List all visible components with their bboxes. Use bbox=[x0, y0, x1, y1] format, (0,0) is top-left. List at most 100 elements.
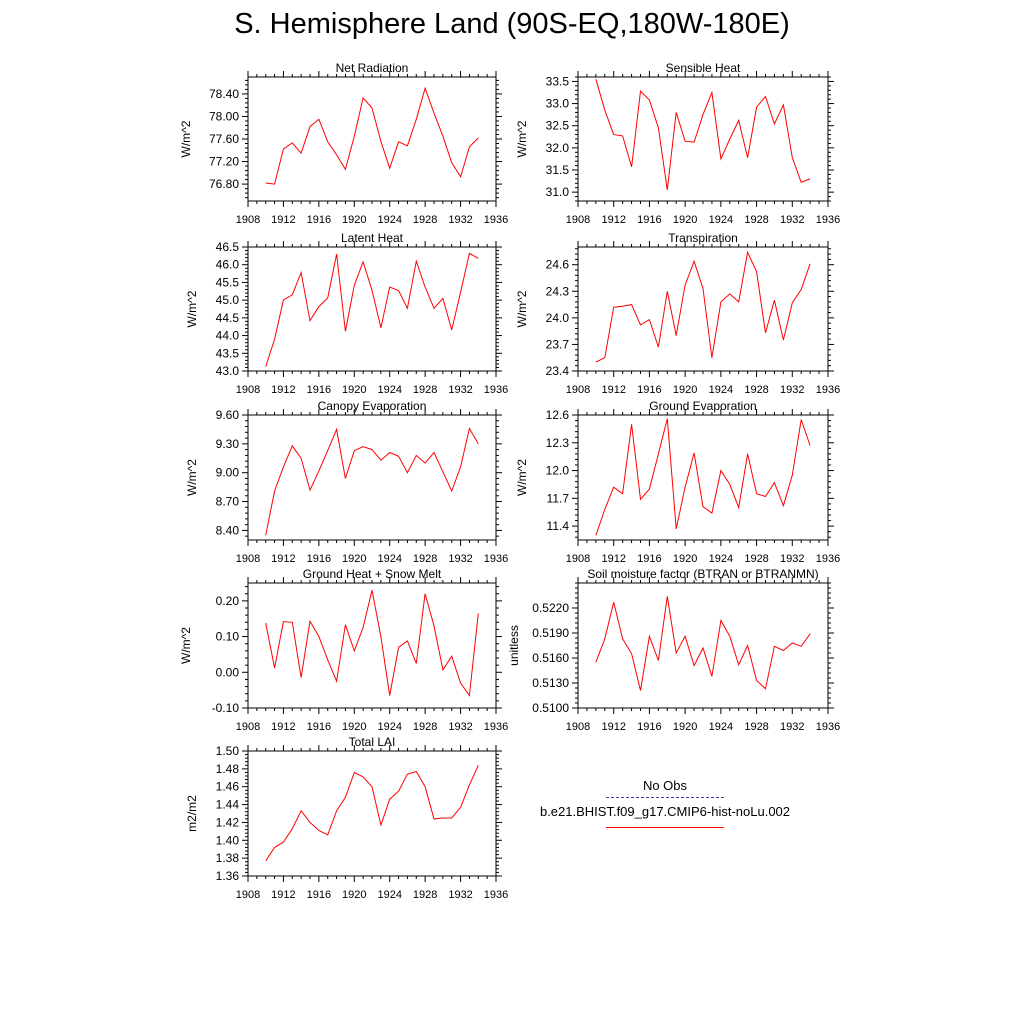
y-tick-label: 9.60 bbox=[216, 408, 240, 422]
y-tick-label: 1.48 bbox=[216, 762, 240, 776]
y-tick-label: 43.5 bbox=[216, 346, 240, 360]
x-tick-label: 1920 bbox=[673, 214, 697, 226]
y-tick-label: 77.60 bbox=[209, 132, 239, 146]
y-tick-label: 1.38 bbox=[216, 851, 240, 865]
x-tick-label: 1912 bbox=[601, 384, 625, 396]
panel-transpiration: Transpiration 1908 1912 1916 1920 1924 1928 193… bbox=[515, 231, 840, 396]
y-tick-label: 0.5160 bbox=[532, 651, 569, 665]
y-tick-label: 0.5220 bbox=[532, 601, 569, 615]
y-tick-label: 44.5 bbox=[216, 311, 240, 325]
y-tick-label: 44.0 bbox=[216, 329, 240, 343]
x-tick-label: 1912 bbox=[271, 384, 295, 396]
series-line-transpiration bbox=[595, 250, 811, 363]
y-tick-label: 0.5130 bbox=[532, 676, 569, 690]
panel-title: Transpiration bbox=[668, 231, 738, 245]
legend-swatch-model bbox=[606, 827, 724, 828]
y-tick-label: 77.20 bbox=[209, 155, 239, 169]
x-tick-label: 1932 bbox=[780, 214, 804, 226]
plot-frame bbox=[577, 582, 829, 709]
legend-swatch-obs bbox=[606, 797, 724, 798]
y-tick-label: 9.00 bbox=[216, 466, 240, 480]
plot-frame bbox=[247, 414, 497, 541]
y-axis-label: W/m^2 bbox=[179, 120, 193, 157]
x-tick-label: 1936 bbox=[484, 384, 508, 396]
x-tick-label: 1912 bbox=[271, 553, 295, 565]
y-tick-label: 78.00 bbox=[209, 109, 239, 123]
plot-frame bbox=[247, 246, 497, 372]
y-tick-label: 24.3 bbox=[546, 284, 570, 298]
y-axis-label: W/m^2 bbox=[179, 627, 193, 664]
panel-total-lai: Total LAI 1908 1912 1916 1920 1924 1928 1932 193… bbox=[185, 735, 508, 901]
figure-title: S. Hemisphere Land (90S-EQ,180W-180E) bbox=[234, 8, 790, 40]
x-tick-label: 1936 bbox=[816, 214, 840, 226]
x-tick-label: 1920 bbox=[342, 721, 366, 733]
x-tick-label: 1908 bbox=[236, 553, 260, 565]
series-line-soil-moisture-factor-btran-or-btranmn bbox=[595, 596, 811, 691]
x-tick-label: 1916 bbox=[637, 384, 661, 396]
x-tick-label: 1920 bbox=[342, 553, 366, 565]
plot-frame bbox=[247, 582, 497, 709]
panel-net-radiation: Net Radiation 1908 1912 1916 1920 1924 1928 193… bbox=[179, 61, 508, 226]
y-tick-label: 45.5 bbox=[216, 275, 240, 289]
x-tick-label: 1928 bbox=[744, 214, 768, 226]
x-tick-label: 1936 bbox=[484, 553, 508, 565]
x-tick-label: 1928 bbox=[413, 214, 437, 226]
panel-title: Sensible Heat bbox=[666, 61, 741, 75]
plot-frame bbox=[247, 750, 497, 877]
series-line-canopy-evaporation bbox=[265, 427, 479, 536]
x-tick-label: 1924 bbox=[377, 553, 401, 565]
x-tick-label: 1928 bbox=[413, 384, 437, 396]
y-axis-label: W/m^2 bbox=[185, 459, 199, 496]
x-tick-label: 1908 bbox=[236, 214, 260, 226]
y-axis-label: W/m^2 bbox=[515, 459, 529, 496]
panel-canopy-evaporation: Canopy Evaporation 1908 1912 1916 1920 1924 19… bbox=[185, 399, 508, 565]
y-axis-label: W/m^2 bbox=[515, 290, 529, 327]
x-tick-label: 1912 bbox=[271, 721, 295, 733]
panel-title: Latent Heat bbox=[341, 231, 404, 245]
panel-title: Canopy Evaporation bbox=[318, 399, 427, 413]
y-tick-label: 46.0 bbox=[216, 258, 240, 272]
x-tick-label: 1912 bbox=[601, 214, 625, 226]
y-axis-label: W/m^2 bbox=[185, 290, 199, 327]
y-tick-label: 32.5 bbox=[546, 119, 570, 133]
series-line-net-radiation bbox=[265, 86, 479, 185]
legend: No Obs b.e21.BHIST.f09_g17.CMIP6-hist-no… bbox=[530, 778, 800, 832]
x-tick-label: 1912 bbox=[601, 721, 625, 733]
x-tick-label: 1912 bbox=[271, 214, 295, 226]
y-tick-label: 1.36 bbox=[216, 869, 240, 883]
x-tick-label: 1928 bbox=[413, 721, 437, 733]
panel-ground-evaporation: Ground Evaporation 1908 1912 1916 1920 1924 19… bbox=[515, 399, 840, 565]
panel-ground-heat-snow-melt: Ground Heat + Snow Melt 1908 1912 1916 1920 1… bbox=[179, 567, 508, 733]
x-tick-label: 1932 bbox=[448, 214, 472, 226]
x-tick-label: 1932 bbox=[780, 721, 804, 733]
x-tick-label: 1924 bbox=[377, 889, 401, 901]
x-tick-label: 1924 bbox=[709, 384, 733, 396]
panel-title: Ground Evaporation bbox=[649, 399, 756, 413]
x-tick-label: 1916 bbox=[307, 384, 331, 396]
x-tick-label: 1932 bbox=[448, 553, 472, 565]
x-tick-label: 1908 bbox=[236, 384, 260, 396]
x-tick-label: 1916 bbox=[637, 553, 661, 565]
x-tick-label: 1908 bbox=[236, 721, 260, 733]
x-tick-label: 1920 bbox=[342, 214, 366, 226]
x-tick-label: 1936 bbox=[484, 721, 508, 733]
series-line-ground-heat-snow-melt bbox=[265, 589, 479, 697]
x-tick-label: 1908 bbox=[566, 384, 590, 396]
y-tick-label: 1.46 bbox=[216, 780, 240, 794]
y-tick-label: 1.42 bbox=[216, 815, 240, 829]
y-tick-label: 0.20 bbox=[216, 594, 240, 608]
y-tick-label: 12.6 bbox=[546, 408, 570, 422]
y-tick-label: 33.0 bbox=[546, 97, 570, 111]
panel-title: Soil moisture factor (BTRAN or BTRANMN) bbox=[587, 567, 818, 581]
y-tick-label: 24.0 bbox=[546, 311, 570, 325]
x-tick-label: 1928 bbox=[744, 384, 768, 396]
y-tick-label: 0.5190 bbox=[532, 626, 569, 640]
x-tick-label: 1920 bbox=[673, 384, 697, 396]
x-tick-label: 1932 bbox=[448, 721, 472, 733]
x-tick-label: 1916 bbox=[307, 553, 331, 565]
y-tick-label: 76.80 bbox=[209, 177, 239, 191]
y-tick-label: 1.50 bbox=[216, 744, 240, 758]
panel-sensible-heat: Sensible Heat 1908 1912 1916 1920 1924 1928 193… bbox=[515, 61, 840, 226]
x-tick-label: 1936 bbox=[816, 384, 840, 396]
